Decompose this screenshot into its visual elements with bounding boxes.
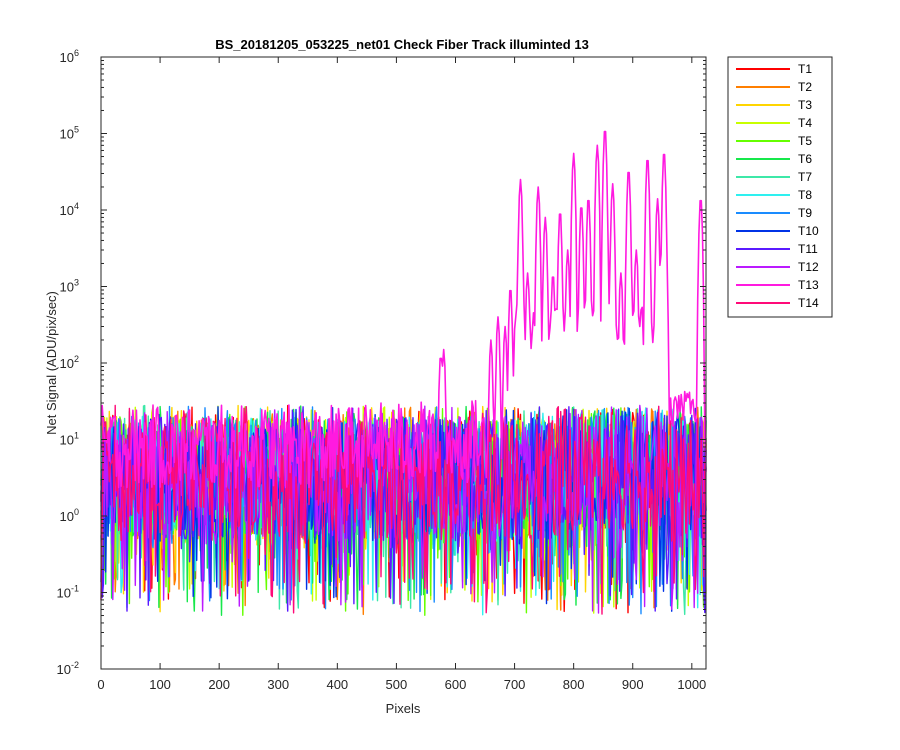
legend-label-t7: T7 bbox=[798, 170, 812, 184]
x-tick-label: 500 bbox=[386, 677, 408, 692]
y-tick-base: 10 bbox=[60, 433, 74, 448]
series-line-t14 bbox=[100, 404, 707, 615]
x-axis-label: Pixels bbox=[386, 701, 421, 716]
legend-box bbox=[727, 56, 833, 318]
x-tick-label: 1000 bbox=[677, 677, 706, 692]
y-tick-base: 10 bbox=[60, 280, 74, 295]
y-tick-exponent: 1 bbox=[74, 431, 79, 441]
legend-label-t5: T5 bbox=[798, 134, 812, 148]
x-tick-label: 400 bbox=[326, 677, 348, 692]
y-tick-label: 105 bbox=[60, 125, 79, 142]
y-tick-base: 10 bbox=[60, 356, 74, 371]
legend-label-t9: T9 bbox=[798, 206, 812, 220]
y-tick-label: 100 bbox=[60, 507, 79, 524]
y-tick-label: 104 bbox=[60, 201, 79, 218]
plot-area bbox=[100, 130, 707, 616]
x-tick-label: 100 bbox=[149, 677, 171, 692]
y-tick-exponent: 0 bbox=[74, 507, 79, 517]
y-tick-label: 10-1 bbox=[57, 584, 79, 601]
legend-label-t8: T8 bbox=[798, 188, 812, 202]
y-tick-base: 10 bbox=[57, 586, 71, 601]
x-tick-label: 800 bbox=[563, 677, 585, 692]
legend-label-t3: T3 bbox=[798, 98, 812, 112]
y-tick-base: 10 bbox=[57, 662, 71, 677]
y-axis-label: Net Signal (ADU/pix/sec) bbox=[44, 291, 59, 435]
y-tick-exponent: 2 bbox=[74, 354, 79, 364]
series-line-t12 bbox=[100, 404, 707, 614]
chart-title: BS_20181205_053225_net01 Check Fiber Tra… bbox=[215, 37, 589, 52]
legend-label-t11: T11 bbox=[798, 242, 818, 256]
x-tick-label: 700 bbox=[504, 677, 526, 692]
y-tick-base: 10 bbox=[60, 509, 74, 524]
x-tick-label: 300 bbox=[267, 677, 289, 692]
legend-label-t10: T10 bbox=[798, 224, 819, 238]
y-tick-exponent: 3 bbox=[74, 278, 79, 288]
y-tick-exponent: 5 bbox=[74, 125, 79, 135]
y-tick-exponent: 4 bbox=[74, 201, 79, 211]
legend-label-t14: T14 bbox=[798, 296, 819, 310]
y-tick-base: 10 bbox=[60, 50, 74, 65]
series-line-t13 bbox=[100, 130, 707, 489]
x-tick-label: 0 bbox=[97, 677, 104, 692]
x-tick-label: 200 bbox=[208, 677, 230, 692]
legend-label-t4: T4 bbox=[798, 116, 812, 130]
x-tick-label: 600 bbox=[445, 677, 467, 692]
y-tick-label: 102 bbox=[60, 354, 79, 371]
y-tick-exponent: -1 bbox=[71, 584, 79, 594]
legend-label-t13: T13 bbox=[798, 278, 819, 292]
legend-label-t12: T12 bbox=[798, 260, 819, 274]
y-tick-label: 106 bbox=[60, 48, 79, 65]
y-tick-label: 103 bbox=[60, 278, 79, 295]
legend[interactable]: T1 T2 T3 T4 T5 T6 T7 T8 T9 T10 T11 T12 T13 T14 bbox=[727, 56, 833, 318]
y-tick-base: 10 bbox=[60, 203, 74, 218]
y-tick-base: 10 bbox=[60, 127, 74, 142]
y-tick-exponent: -2 bbox=[71, 660, 79, 670]
legend-label-t1: T1 bbox=[798, 62, 812, 76]
y-tick-label: 101 bbox=[60, 431, 79, 448]
legend-label-t2: T2 bbox=[798, 80, 812, 94]
x-tick-label: 900 bbox=[622, 677, 644, 692]
x-axis-ticks: 0 100 200 300 400 500 600 700 800 900 1000 bbox=[97, 57, 706, 692]
y-tick-exponent: 6 bbox=[74, 48, 79, 58]
y-tick-label: 10-2 bbox=[57, 660, 79, 677]
legend-label-t6: T6 bbox=[798, 152, 812, 166]
